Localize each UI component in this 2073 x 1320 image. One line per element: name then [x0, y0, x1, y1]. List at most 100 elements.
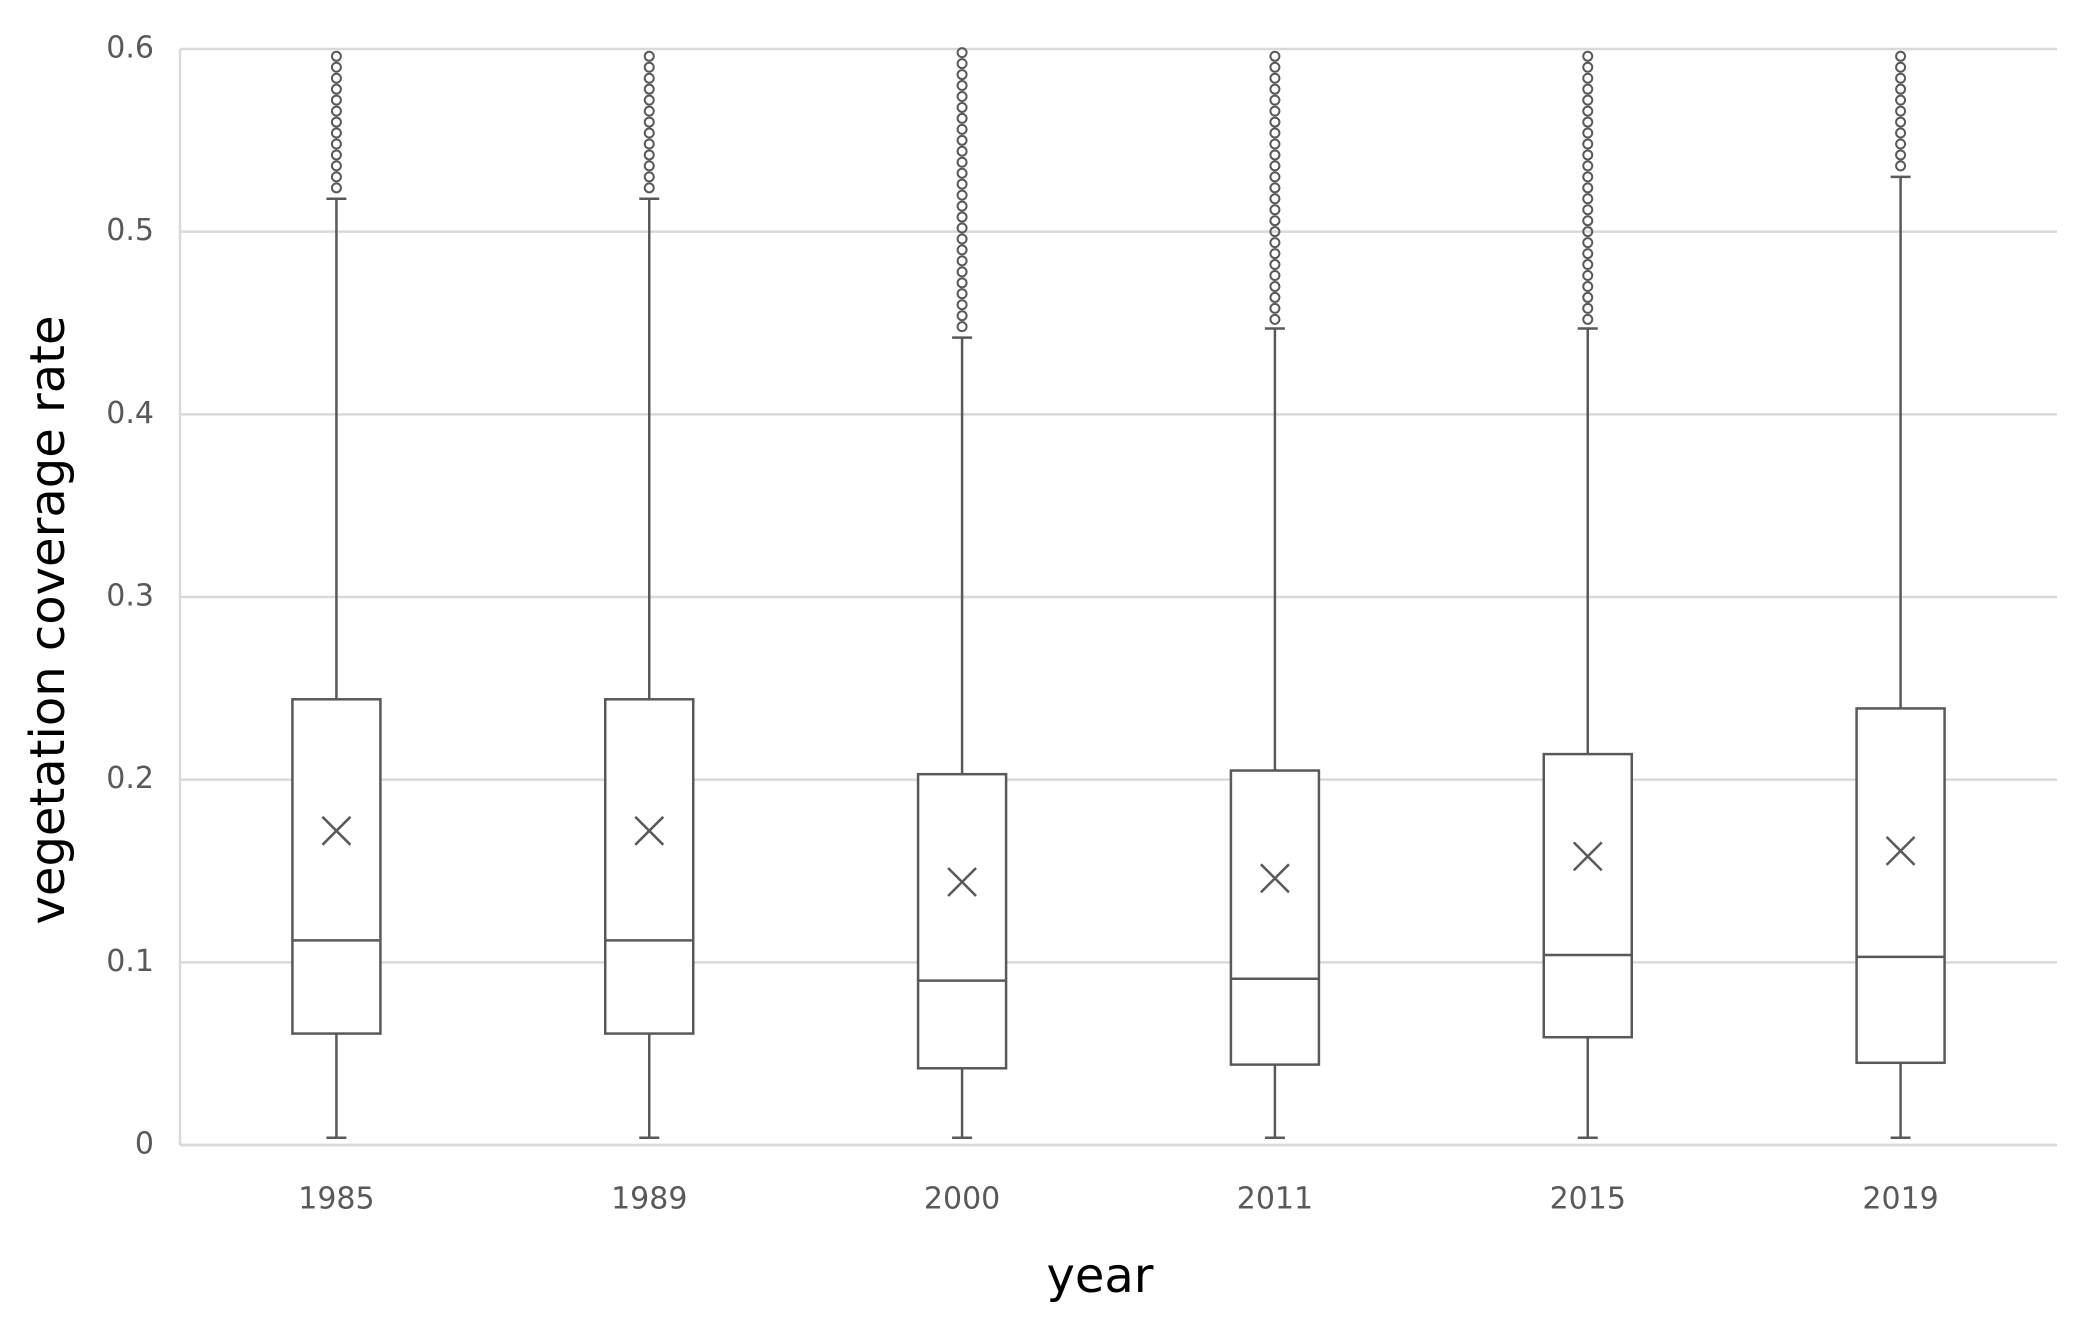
outlier: [956, 266, 968, 278]
outlier: [956, 310, 968, 322]
outlier: [1582, 149, 1594, 161]
outlier: [1582, 193, 1594, 205]
box: [916, 772, 1008, 1070]
outlier: [643, 61, 655, 73]
outlier: [1269, 313, 1281, 325]
outlier: [1269, 280, 1281, 292]
outlier: [330, 182, 342, 194]
outlier: [956, 112, 968, 124]
outlier: [956, 299, 968, 311]
outlier: [1895, 138, 1907, 150]
outlier: [1582, 237, 1594, 249]
x-tick-label: 2011: [1237, 1182, 1313, 1217]
outlier: [330, 160, 342, 172]
outlier: [956, 178, 968, 190]
y-tick-label: 0.5: [106, 213, 154, 248]
outlier: [1895, 127, 1907, 139]
mean-marker: [1572, 841, 1603, 872]
outlier: [1269, 302, 1281, 314]
outlier: [1582, 94, 1594, 106]
outlier: [330, 105, 342, 117]
x-axis-title: year: [1046, 1248, 1153, 1304]
outlier: [643, 171, 655, 183]
outlier: [1895, 116, 1907, 128]
outlier: [1269, 259, 1281, 271]
outlier: [956, 288, 968, 300]
x-tick-label: 2015: [1550, 1182, 1626, 1217]
outlier: [330, 138, 342, 150]
box: [291, 698, 382, 1035]
outlier: [643, 149, 655, 161]
outlier: [1269, 193, 1281, 205]
x-tick-label: 1989: [611, 1182, 687, 1217]
y-tick-label: 0: [135, 1127, 154, 1162]
outlier: [956, 277, 968, 289]
outlier: [1269, 116, 1281, 128]
outlier: [956, 58, 968, 70]
box: [1855, 707, 1946, 1065]
outlier: [1582, 116, 1594, 128]
outlier: [1582, 105, 1594, 117]
outlier: [1582, 302, 1594, 314]
outlier: [956, 156, 968, 168]
outlier: [330, 116, 342, 128]
outlier: [1895, 50, 1907, 62]
outlier: [956, 69, 968, 81]
outlier: [1269, 226, 1281, 238]
outlier: [956, 80, 968, 92]
outlier: [956, 189, 968, 201]
outlier: [956, 47, 968, 59]
outlier: [1269, 215, 1281, 227]
outlier: [956, 123, 968, 135]
mean-marker: [1260, 863, 1290, 894]
outlier: [330, 149, 342, 161]
outlier: [1582, 248, 1594, 260]
outlier: [1895, 72, 1907, 84]
y-tick-label: 0.4: [106, 396, 154, 431]
outlier: [956, 200, 968, 212]
y-tick-label: 0.2: [106, 761, 154, 796]
outlier: [330, 127, 342, 139]
outlier: [1582, 226, 1594, 238]
outlier: [1269, 94, 1281, 106]
outlier: [1895, 160, 1907, 172]
outlier: [1582, 160, 1594, 172]
outlier: [1269, 72, 1281, 84]
outlier: [1582, 215, 1594, 227]
outlier: [330, 83, 342, 95]
outlier: [1269, 149, 1281, 161]
x-tick-label: 2000: [924, 1182, 1000, 1217]
outlier: [643, 116, 655, 128]
mean-marker: [1885, 836, 1916, 866]
outlier: [643, 72, 655, 84]
mean-marker: [634, 815, 665, 846]
outlier: [1269, 204, 1281, 216]
outlier: [956, 134, 968, 146]
outlier: [1582, 138, 1594, 150]
outlier: [1269, 237, 1281, 249]
outlier: [1269, 160, 1281, 172]
outlier: [1269, 50, 1281, 62]
outlier: [956, 244, 968, 256]
outlier: [1895, 61, 1907, 73]
outlier: [1269, 171, 1281, 183]
outlier: [1582, 280, 1594, 292]
outlier: [956, 255, 968, 267]
outlier: [956, 321, 968, 333]
outlier: [956, 101, 968, 113]
outlier: [643, 83, 655, 95]
y-tick-label: 0.3: [106, 579, 154, 614]
outlier: [1582, 171, 1594, 183]
outlier: [1269, 138, 1281, 150]
outlier: [1269, 182, 1281, 194]
outlier: [330, 171, 342, 183]
outlier: [643, 182, 655, 194]
outlier: [1269, 83, 1281, 95]
outlier: [1269, 127, 1281, 139]
outlier: [1895, 105, 1907, 117]
outlier: [956, 167, 968, 179]
outlier: [956, 233, 968, 245]
outlier: [1895, 149, 1907, 161]
outlier: [1582, 204, 1594, 216]
outlier: [643, 160, 655, 172]
